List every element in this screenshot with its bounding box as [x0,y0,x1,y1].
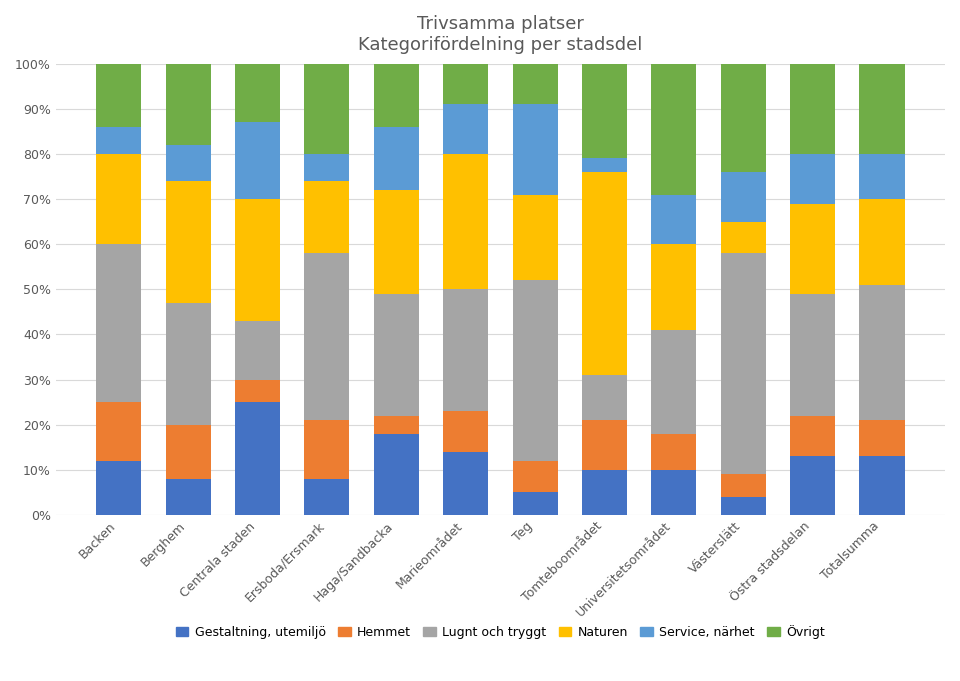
Title: Trivsamma platser
Kategorifördelning per stadsdel: Trivsamma platser Kategorifördelning per… [358,15,642,54]
Bar [96,461,141,515]
Bar [651,64,696,195]
Bar [859,199,904,285]
Bar [444,289,489,411]
Bar [790,204,835,294]
Bar [373,415,419,434]
Bar [444,452,489,515]
Bar [513,281,558,461]
Bar [444,104,489,154]
Bar [304,64,349,154]
Bar [859,456,904,515]
Bar [790,154,835,204]
Bar [859,154,904,199]
Bar [721,475,766,497]
Bar [513,64,558,104]
Bar [235,379,280,402]
Bar [373,190,419,294]
Bar [235,123,280,199]
Bar [790,456,835,515]
Bar [304,154,349,181]
Bar [859,64,904,154]
Bar [96,64,141,127]
Bar [859,420,904,456]
Bar [373,294,419,415]
Bar [165,145,210,181]
Bar [304,253,349,420]
Bar [96,244,141,402]
Bar [582,470,627,515]
Bar [582,64,627,159]
Bar [235,321,280,379]
Bar [513,195,558,281]
Bar [582,420,627,470]
Bar [96,127,141,154]
Bar [96,154,141,244]
Bar [444,411,489,452]
Bar [373,64,419,127]
Bar [513,461,558,492]
Bar [721,497,766,515]
Bar [721,64,766,172]
Bar [304,181,349,253]
Bar [304,479,349,515]
Bar [235,64,280,123]
Bar [513,104,558,195]
Bar [165,479,210,515]
Bar [721,253,766,475]
Bar [790,64,835,154]
Bar [651,244,696,330]
Bar [444,64,489,104]
Bar [235,402,280,515]
Bar [235,199,280,321]
Bar [444,154,489,289]
Bar [304,420,349,479]
Bar [96,402,141,461]
Bar [651,470,696,515]
Bar [165,64,210,145]
Bar [513,492,558,515]
Bar [373,434,419,515]
Legend: Gestaltning, utemiljö, Hemmet, Lugnt och tryggt, Naturen, Service, närhet, Övrig: Gestaltning, utemiljö, Hemmet, Lugnt och… [171,620,829,644]
Bar [721,172,766,221]
Bar [582,375,627,420]
Bar [859,285,904,420]
Bar [165,425,210,479]
Bar [165,303,210,425]
Bar [165,181,210,303]
Bar [582,159,627,172]
Bar [651,330,696,434]
Bar [373,127,419,190]
Bar [790,415,835,456]
Bar [790,294,835,415]
Bar [582,172,627,375]
Bar [651,434,696,470]
Bar [651,195,696,244]
Bar [721,221,766,253]
